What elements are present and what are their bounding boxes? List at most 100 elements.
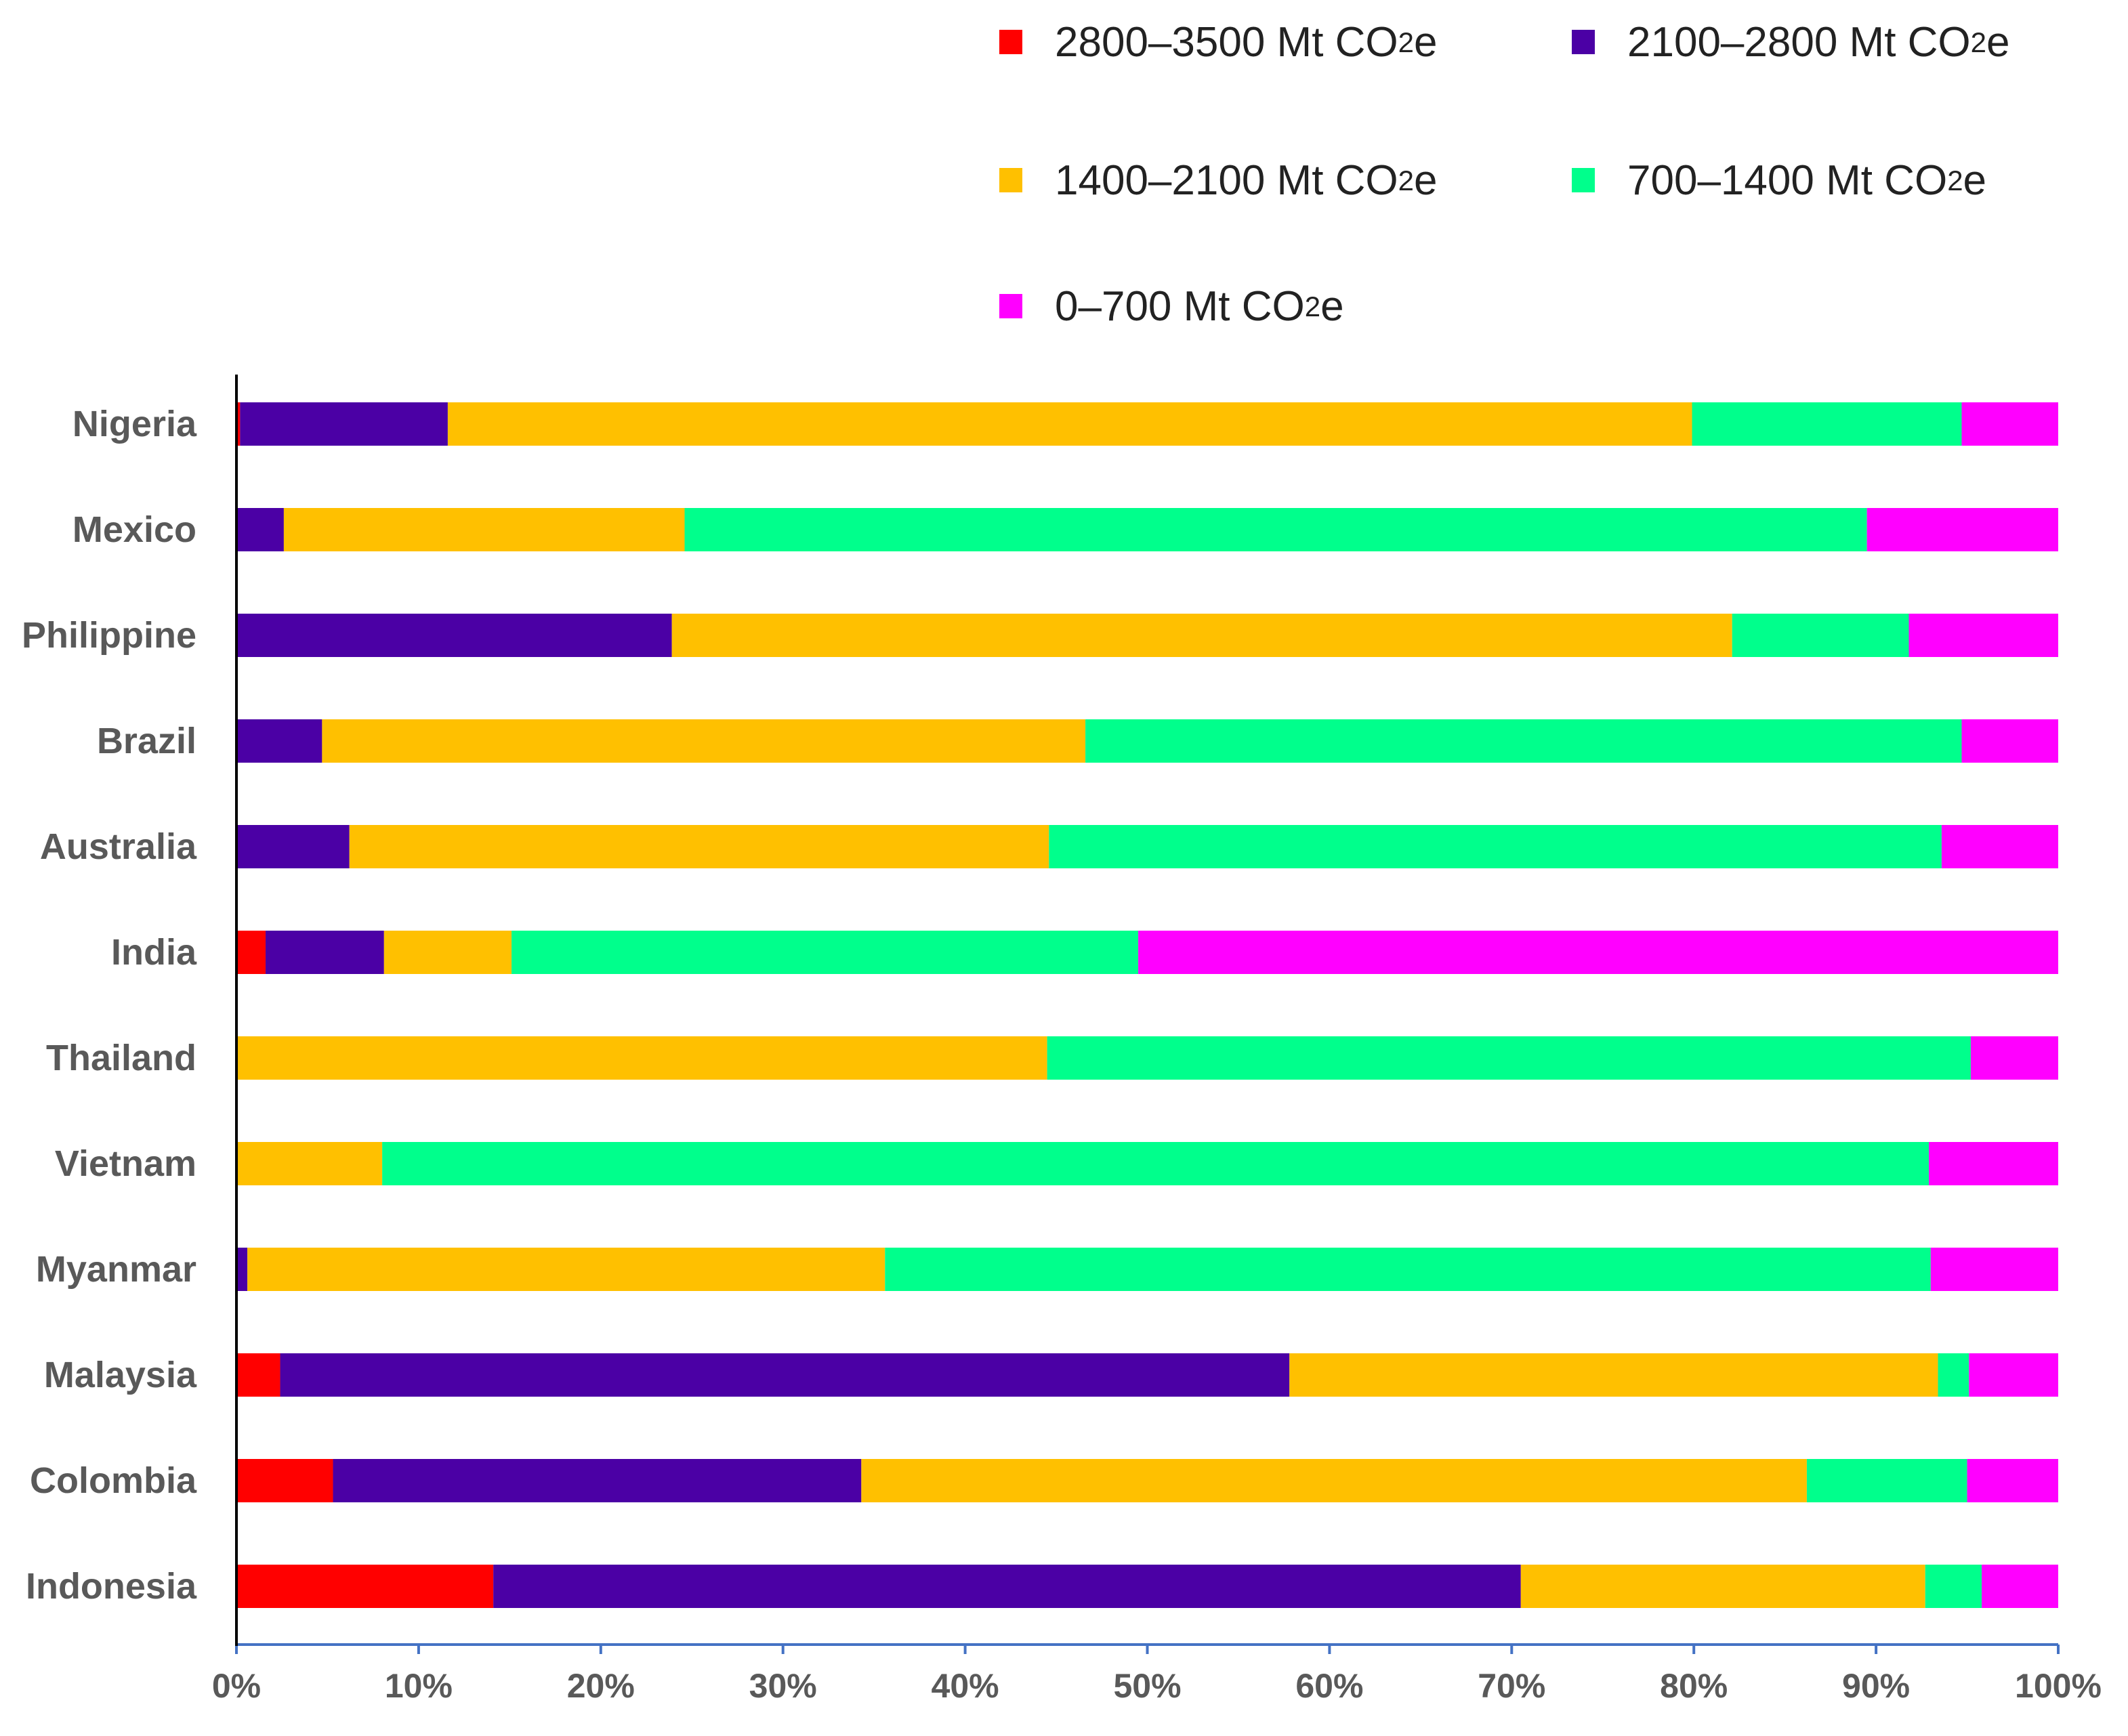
bar-nigeria-series-5 bbox=[1961, 402, 2058, 446]
bar-india-series-4 bbox=[512, 931, 1138, 974]
bar-brazil-series-3 bbox=[322, 719, 1085, 763]
legend-label-end: e bbox=[1320, 283, 1343, 330]
bar-australia-series-3 bbox=[350, 825, 1049, 868]
bar-indonesia-series-2 bbox=[493, 1565, 1521, 1608]
bar-indonesia-series-1 bbox=[236, 1565, 493, 1608]
legend-label-subscript: 2 bbox=[1971, 26, 1986, 58]
legend-item-3: 1400–2100 Mt CO2e bbox=[999, 157, 1438, 204]
bar-philippine-series-4 bbox=[1732, 614, 1909, 657]
bar-mexico-series-2 bbox=[236, 508, 284, 551]
category-label-brazil: Brazil bbox=[97, 721, 196, 761]
bar-india-series-2 bbox=[266, 931, 384, 974]
category-label-india: India bbox=[111, 932, 197, 973]
x-tick-label: 100% bbox=[2015, 1667, 2102, 1705]
bar-myanmar-series-3 bbox=[247, 1248, 885, 1291]
x-tick-label: 70% bbox=[1478, 1667, 1545, 1705]
legend-label-main: 0–700 Mt CO bbox=[1055, 283, 1305, 330]
legend-label: 1400–2100 Mt CO2e bbox=[1055, 157, 1438, 204]
chart-bars bbox=[236, 402, 2058, 1608]
category-label-nigeria: Nigeria bbox=[72, 404, 197, 444]
bar-malaysia-series-4 bbox=[1938, 1353, 1969, 1397]
legend-label-end: e bbox=[1963, 157, 1986, 204]
x-tick-label: 90% bbox=[1842, 1667, 1910, 1705]
category-label-malaysia: Malaysia bbox=[44, 1355, 197, 1395]
category-label-myanmar: Myanmar bbox=[36, 1249, 196, 1290]
legend-label-main: 2800–3500 Mt CO bbox=[1055, 19, 1398, 66]
bar-mexico-series-4 bbox=[684, 508, 1866, 551]
legend-label-end: e bbox=[1414, 19, 1437, 66]
bar-malaysia-series-3 bbox=[1289, 1353, 1938, 1397]
bar-australia-series-2 bbox=[236, 825, 350, 868]
bar-brazil-series-5 bbox=[1961, 719, 2058, 763]
x-tick-label: 50% bbox=[1113, 1667, 1181, 1705]
category-label-vietnam: Vietnam bbox=[55, 1143, 196, 1184]
stacked-bar-chart: 2800–3500 Mt CO2e 2100–2800 Mt CO2e1400–2… bbox=[0, 0, 2128, 1736]
bar-thailand-series-3 bbox=[236, 1036, 1047, 1080]
bar-indonesia-series-4 bbox=[1925, 1565, 1982, 1608]
x-tick-label: 40% bbox=[932, 1667, 999, 1705]
x-tick-label: 80% bbox=[1660, 1667, 1728, 1705]
bar-vietnam-series-3 bbox=[236, 1142, 382, 1185]
x-tick-label: 0% bbox=[212, 1667, 261, 1705]
bar-colombia-series-4 bbox=[1807, 1459, 1967, 1502]
x-tick-label: 10% bbox=[385, 1667, 453, 1705]
bar-colombia-series-1 bbox=[236, 1459, 333, 1502]
x-axis: 0% 10% 20% 30% 40% 50% 60% 70% 80% 90% 100% bbox=[212, 1645, 2102, 1705]
bar-vietnam-series-4 bbox=[382, 1142, 1929, 1185]
bar-indonesia-series-3 bbox=[1521, 1565, 1925, 1608]
x-tick-label: 60% bbox=[1295, 1667, 1363, 1705]
legend-label-end: e bbox=[1986, 19, 2009, 66]
legend-label: 2800–3500 Mt CO2e bbox=[1055, 19, 1438, 66]
legend-item-2: 2100–2800 Mt CO2e bbox=[1572, 19, 2010, 66]
category-labels: Nigeria Mexico Philippine Brazil Australia In… bbox=[22, 404, 197, 1607]
category-label-colombia: Colombia bbox=[30, 1460, 197, 1501]
category-label-thailand: Thailand bbox=[46, 1038, 196, 1078]
x-tick-label: 30% bbox=[749, 1667, 817, 1705]
bar-nigeria-series-4 bbox=[1692, 402, 1962, 446]
legend-label-subscript: 2 bbox=[1947, 165, 1963, 196]
bar-thailand-series-5 bbox=[1971, 1036, 2058, 1080]
legend-item-1: 2800–3500 Mt CO2e bbox=[999, 19, 1438, 66]
legend-label-main: 1400–2100 Mt CO bbox=[1055, 157, 1398, 204]
bar-india-series-3 bbox=[384, 931, 512, 974]
bar-brazil-series-2 bbox=[236, 719, 322, 763]
x-tick-label: 20% bbox=[567, 1667, 635, 1705]
bar-india-series-5 bbox=[1138, 931, 2058, 974]
legend-item-4: 700–1400 Mt CO2e bbox=[1572, 157, 1986, 204]
bar-nigeria-series-2 bbox=[240, 402, 448, 446]
bar-malaysia-series-5 bbox=[1969, 1353, 2058, 1397]
legend-item-5: 0–700 Mt CO2e bbox=[999, 283, 1344, 330]
legend-swatch bbox=[999, 294, 1022, 318]
bar-thailand-series-4 bbox=[1047, 1036, 1971, 1080]
bar-colombia-series-2 bbox=[333, 1459, 862, 1502]
legend-swatch bbox=[999, 30, 1022, 54]
legend-label: 2100–2800 Mt CO2e bbox=[1627, 19, 2010, 66]
legend-label: 700–1400 Mt CO2e bbox=[1627, 157, 1986, 204]
category-label-philippine: Philippine bbox=[22, 615, 196, 656]
category-label-mexico: Mexico bbox=[72, 509, 196, 550]
legend-swatch bbox=[1572, 30, 1595, 54]
legend-label-subscript: 2 bbox=[1305, 291, 1320, 322]
bar-indonesia-series-5 bbox=[1982, 1565, 2058, 1608]
bar-australia-series-5 bbox=[1942, 825, 2058, 868]
bar-myanmar-series-5 bbox=[1931, 1248, 2058, 1291]
bar-philippine-series-2 bbox=[236, 614, 672, 657]
bar-colombia-series-5 bbox=[1967, 1459, 2058, 1502]
category-label-australia: Australia bbox=[40, 826, 197, 867]
bar-colombia-series-3 bbox=[861, 1459, 1807, 1502]
legend-label: 0–700 Mt CO2e bbox=[1055, 283, 1344, 330]
bar-vietnam-series-5 bbox=[1929, 1142, 2058, 1185]
bar-myanmar-series-2 bbox=[236, 1248, 247, 1291]
category-label-indonesia: Indonesia bbox=[26, 1566, 197, 1607]
bar-myanmar-series-4 bbox=[885, 1248, 1930, 1291]
bar-mexico-series-3 bbox=[284, 508, 685, 551]
legend-swatch bbox=[1572, 168, 1595, 192]
bar-australia-series-4 bbox=[1049, 825, 1942, 868]
bar-mexico-series-5 bbox=[1867, 508, 2058, 551]
chart-legend: 2800–3500 Mt CO2e 2100–2800 Mt CO2e1400–2… bbox=[999, 19, 2010, 330]
legend-label-main: 2100–2800 Mt CO bbox=[1627, 19, 1971, 66]
bar-india-series-1 bbox=[236, 931, 266, 974]
bar-philippine-series-3 bbox=[672, 614, 1732, 657]
bar-nigeria-series-3 bbox=[448, 402, 1692, 446]
bar-brazil-series-4 bbox=[1085, 719, 1961, 763]
